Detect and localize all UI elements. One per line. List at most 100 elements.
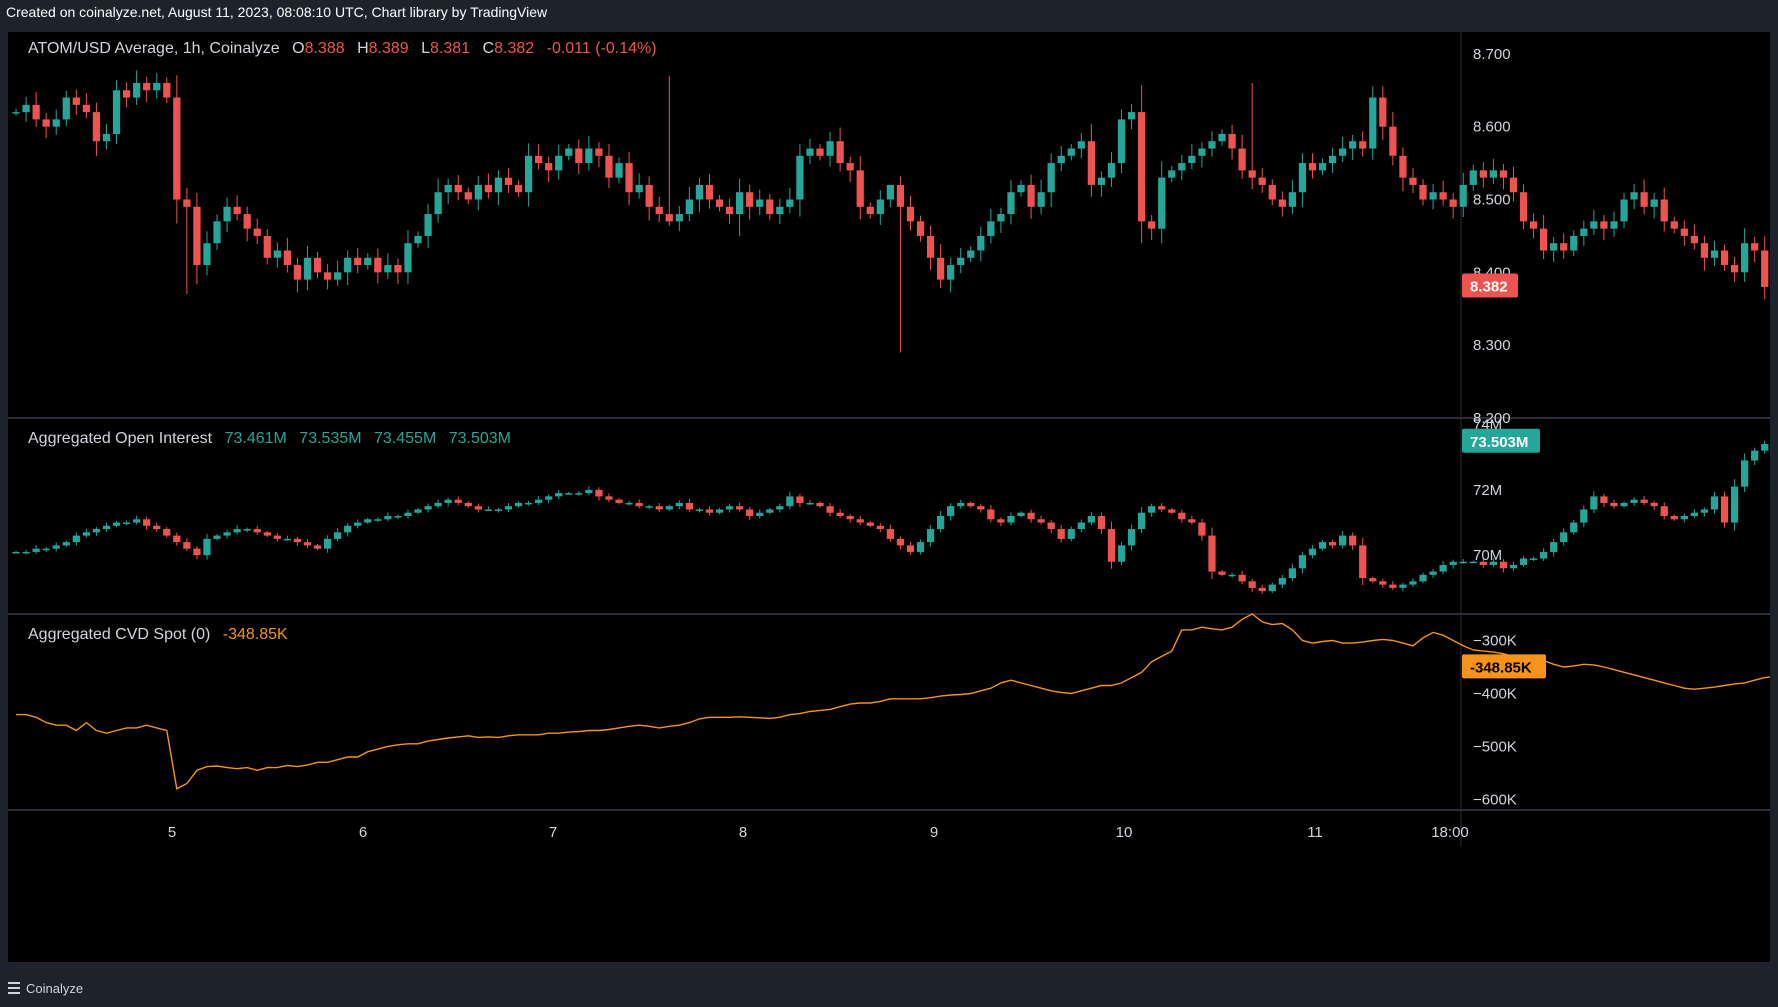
price-candle-143 xyxy=(1449,193,1457,219)
price-candle-42 xyxy=(434,178,442,223)
price-candle-109 xyxy=(1107,152,1116,187)
oi-candle-29 xyxy=(303,539,312,548)
oi-candle-154 xyxy=(1560,528,1568,546)
price-candle-0 xyxy=(12,108,20,116)
price-last-tag: 8.382 xyxy=(1462,273,1518,298)
oi-candle-110 xyxy=(1117,541,1126,566)
cvd-title: Aggregated CVD Spot (0) xyxy=(28,626,211,643)
price-candle-13 xyxy=(143,76,151,102)
oi-candle-78 xyxy=(796,493,804,508)
price-candle-82 xyxy=(836,127,844,172)
oi-candle-31 xyxy=(323,535,332,553)
price-axis-tick-5: 8.200 xyxy=(1473,410,1511,427)
oi-candle-58 xyxy=(595,487,603,501)
oi-candle-4 xyxy=(52,542,60,552)
price-candle-120 xyxy=(1218,129,1226,146)
price-candle-127 xyxy=(1288,179,1296,215)
price-candle-75 xyxy=(766,193,774,220)
oi-candle-38 xyxy=(394,514,402,520)
oi-candle-56 xyxy=(575,491,583,496)
price-candle-95 xyxy=(967,245,975,263)
oi-axis-tick-2: 70M xyxy=(1473,547,1502,564)
price-axis-tick-4: 8.300 xyxy=(1473,337,1511,354)
oi-candle-67 xyxy=(685,498,693,513)
oi-candle-2 xyxy=(32,545,40,554)
oi-candle-13 xyxy=(143,516,151,530)
oi-candle-90 xyxy=(916,539,925,555)
price-candle-101 xyxy=(1027,174,1035,219)
price-candle-98 xyxy=(997,207,1005,233)
oi-open: 73.461M xyxy=(224,430,287,447)
oi-low: 73.455M xyxy=(374,430,437,447)
price-candle-72 xyxy=(736,178,744,236)
oi-candle-15 xyxy=(163,527,171,538)
oi-candle-32 xyxy=(334,528,342,542)
close-value: 8.382 xyxy=(494,40,535,57)
chart-area[interactable]: 8.700 8.600 8.500 8.400 8.300 8.200 74M 72M 70M −… xyxy=(8,32,1778,962)
price-candle-26 xyxy=(273,242,281,268)
price-candle-166 xyxy=(1680,220,1688,246)
price-candle-108 xyxy=(1097,171,1106,197)
hamburger-icon[interactable] xyxy=(8,982,20,994)
price-candle-78 xyxy=(796,144,804,217)
price-candle-14 xyxy=(153,73,161,99)
price-candle-126 xyxy=(1278,191,1286,217)
oi-candle-10 xyxy=(112,520,121,528)
oi-candle-139 xyxy=(1409,578,1417,588)
oi-candle-9 xyxy=(102,522,111,532)
price-candle-135 xyxy=(1369,86,1377,160)
price-candle-53 xyxy=(545,156,553,182)
oi-candle-128 xyxy=(1298,551,1307,574)
coinalyze-brand[interactable]: Coinalyze xyxy=(26,981,84,996)
oi-candle-112 xyxy=(1138,507,1146,534)
chart-canvas[interactable]: 8.7008.6008.5008.4008.3008.20074M72M70M−… xyxy=(8,32,1778,962)
price-candle-61 xyxy=(625,151,633,206)
oi-candle-75 xyxy=(766,507,774,515)
oi-candle-19 xyxy=(203,533,211,560)
oi-candle-51 xyxy=(524,500,533,506)
oi-candle-6 xyxy=(72,532,80,546)
oi-candle-40 xyxy=(414,507,422,515)
price-candle-128 xyxy=(1298,153,1307,208)
price-candle-58 xyxy=(595,142,603,168)
oi-candle-123 xyxy=(1248,578,1256,592)
price-candle-144 xyxy=(1459,172,1467,218)
oi-candle-109 xyxy=(1107,521,1116,569)
oi-candle-54 xyxy=(555,490,563,499)
oi-candle-132 xyxy=(1339,530,1347,549)
price-candle-48 xyxy=(494,170,503,205)
price-candle-123 xyxy=(1248,82,1256,190)
price-candle-140 xyxy=(1419,179,1427,206)
oi-candle-106 xyxy=(1077,519,1085,533)
low-key: L xyxy=(421,40,431,57)
price-candle-169 xyxy=(1710,240,1719,266)
price-candle-84 xyxy=(856,156,864,220)
price-candle-155 xyxy=(1570,230,1578,257)
price-candle-88 xyxy=(896,176,905,353)
open-value: 8.388 xyxy=(304,40,345,57)
time-axis-label-3: 8 xyxy=(739,824,747,841)
price-candle-121 xyxy=(1228,124,1236,160)
price-candle-138 xyxy=(1399,147,1407,192)
price-candle-118 xyxy=(1198,142,1206,168)
price-candle-62 xyxy=(635,173,643,199)
oi-candle-159 xyxy=(1610,499,1618,509)
price-candle-2 xyxy=(32,92,40,127)
oi-candle-16 xyxy=(173,532,181,546)
price-candle-38 xyxy=(394,258,402,284)
oi-candle-137 xyxy=(1389,580,1397,590)
price-candle-66 xyxy=(675,205,683,232)
oi-candle-98 xyxy=(997,517,1005,527)
price-candle-77 xyxy=(786,187,794,214)
oi-candle-55 xyxy=(565,492,573,495)
price-candle-9 xyxy=(102,124,111,150)
price-candle-24 xyxy=(253,218,261,245)
oi-candle-97 xyxy=(987,504,995,523)
oi-close: 73.503M xyxy=(448,430,511,447)
oi-candle-83 xyxy=(846,513,854,523)
price-candle-100 xyxy=(1017,180,1025,197)
oi-candle-140 xyxy=(1419,572,1427,584)
cvd-legend: Aggregated CVD Spot (0) -348.85K xyxy=(28,626,296,644)
price-candle-68 xyxy=(695,177,704,213)
price-candle-27 xyxy=(283,237,291,273)
